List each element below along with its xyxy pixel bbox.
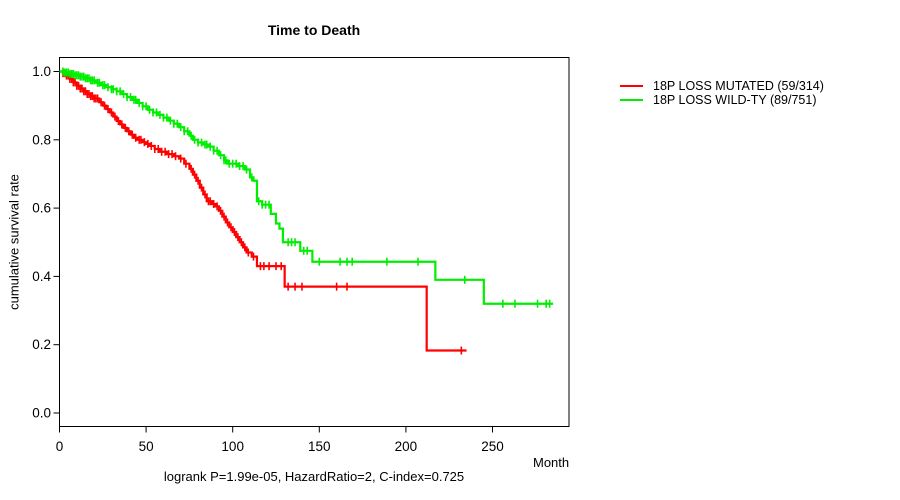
x-axis-ticks: 0 50 100 150 200 250 <box>56 426 504 454</box>
y-tick-label: 0.4 <box>32 269 51 284</box>
y-tick-label: 0.8 <box>32 132 51 147</box>
x-tick-label: 100 <box>221 439 244 454</box>
x-tick-label: 50 <box>139 439 154 454</box>
y-axis-ticks: 0.0 0.2 0.4 0.6 0.8 1.0 <box>32 64 60 421</box>
y-tick-label: 0.2 <box>32 337 51 352</box>
y-tick-label: 0.6 <box>32 201 51 216</box>
censor-ticks-1 <box>62 67 551 308</box>
legend-label-wildtype: 18P LOSS WILD-TY (89/751) <box>653 93 817 107</box>
legend-label-mutated: 18P LOSS MUTATED (59/314) <box>653 79 824 93</box>
x-tick-label: 200 <box>395 439 418 454</box>
y-tick-label: 0.0 <box>32 406 51 421</box>
x-tick-label: 0 <box>56 439 64 454</box>
legend-item-wildtype: 18P LOSS WILD-TY (89/751) <box>620 93 824 107</box>
plot-border <box>59 57 570 427</box>
legend-line-green-icon <box>620 99 643 101</box>
survival-curve-1 <box>59 70 554 305</box>
censor-ticks-0 <box>62 69 463 355</box>
stats-annotation: logrank P=1.99e-05, HazardRatio=2, C-ind… <box>163 469 465 484</box>
y-axis-label: cumulative survival rate <box>6 174 22 310</box>
x-axis-label: Month <box>533 455 570 470</box>
x-tick-label: 150 <box>308 439 331 454</box>
y-tick-label: 1.0 <box>32 64 51 79</box>
survival-curve-0 <box>59 70 467 352</box>
x-tick-label: 250 <box>481 439 504 454</box>
legend: 18P LOSS MUTATED (59/314) 18P LOSS WILD-… <box>620 79 824 107</box>
legend-item-mutated: 18P LOSS MUTATED (59/314) <box>620 79 824 93</box>
chart-title: Time to Death <box>267 22 361 38</box>
legend-line-red-icon <box>620 85 643 87</box>
